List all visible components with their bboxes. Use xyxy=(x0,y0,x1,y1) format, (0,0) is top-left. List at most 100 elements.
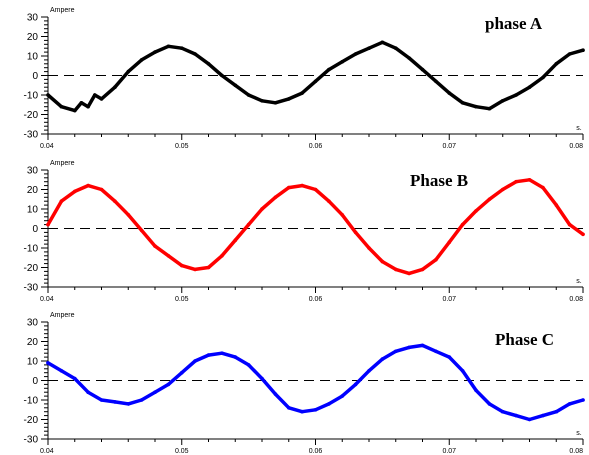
data-point xyxy=(113,85,117,89)
data-point xyxy=(460,369,465,373)
data-point xyxy=(541,413,545,418)
data-point xyxy=(180,370,184,375)
data-point xyxy=(447,355,452,359)
y-tick-label: -30 xyxy=(24,130,39,141)
x-unit-label: s. xyxy=(576,430,582,437)
data-point xyxy=(514,93,518,97)
data-point xyxy=(327,67,331,72)
data-point xyxy=(220,73,224,78)
data-point xyxy=(367,369,371,373)
data-point xyxy=(380,357,385,361)
data-point xyxy=(500,409,505,414)
data-point xyxy=(139,58,144,62)
data-point xyxy=(581,232,585,237)
data-point xyxy=(353,52,358,56)
data-point xyxy=(300,409,304,414)
data-point xyxy=(206,62,211,66)
y-tick-label: 30 xyxy=(27,166,39,177)
x-tick-label: 0.04 xyxy=(40,296,54,303)
y-tick-label: 30 xyxy=(27,318,39,329)
chart-title: Phase B xyxy=(410,171,468,190)
data-point xyxy=(420,267,425,272)
data-point xyxy=(474,209,478,213)
data-point xyxy=(487,197,492,202)
data-point xyxy=(206,353,211,357)
data-point xyxy=(514,413,518,418)
data-point xyxy=(500,99,505,103)
data-point xyxy=(287,185,291,190)
data-point xyxy=(554,62,559,66)
data-point xyxy=(541,75,545,80)
y-tick-label: 0 xyxy=(32,376,38,387)
data-point xyxy=(434,349,438,354)
data-point xyxy=(380,259,385,264)
y-axis-label: Ampere xyxy=(50,160,75,167)
data-point xyxy=(581,48,585,52)
x-tick-label: 0.06 xyxy=(309,296,323,303)
data-point xyxy=(554,409,559,414)
y-tick-label: -10 xyxy=(24,91,39,102)
y-tick-label: -10 xyxy=(24,396,39,407)
data-point xyxy=(59,369,64,373)
data-point xyxy=(313,79,318,84)
data-point xyxy=(367,46,371,50)
data-point xyxy=(220,254,224,258)
data-point xyxy=(340,213,345,217)
data-point xyxy=(313,408,318,412)
x-tick-label: 0.06 xyxy=(309,448,323,455)
x-tick-label: 0.04 xyxy=(40,143,54,150)
data-point xyxy=(260,207,264,211)
data-point xyxy=(487,106,492,111)
data-point xyxy=(273,392,278,396)
data-point xyxy=(527,178,532,182)
data-point xyxy=(407,56,411,60)
x-tick-label: 0.05 xyxy=(175,448,189,455)
chart-panel-2: 30 20 10 0 -10 -20 -300.04 0.05 0.06 0.07 0.08 s. Am… xyxy=(24,160,585,303)
y-tick-label: -20 xyxy=(24,415,39,426)
data-point xyxy=(166,44,171,49)
data-point xyxy=(113,400,117,404)
data-point xyxy=(46,93,50,97)
y-tick-label: 10 xyxy=(27,205,39,216)
x-tick-label: 0.05 xyxy=(175,296,189,303)
data-point xyxy=(59,104,64,109)
data-point xyxy=(260,376,264,381)
data-point xyxy=(353,230,358,235)
data-point xyxy=(420,67,425,72)
chart-panel-1: 30 20 10 0 -10 -20 -300.04 0.05 0.06 0.07 0.08 s. Am… xyxy=(24,7,585,150)
x-tick-label: 0.08 xyxy=(569,448,583,455)
data-point xyxy=(474,388,478,393)
data-point xyxy=(487,402,492,406)
data-point xyxy=(567,52,572,56)
data-point xyxy=(139,228,144,233)
data-point xyxy=(327,402,331,406)
y-axis-label: Ampere xyxy=(50,7,75,14)
data-point xyxy=(541,185,545,190)
data-point xyxy=(407,271,411,276)
data-point xyxy=(79,101,84,105)
data-point xyxy=(420,343,425,348)
data-point xyxy=(180,263,184,268)
y-tick-label: -20 xyxy=(24,110,39,121)
data-point xyxy=(567,222,572,227)
data-point xyxy=(153,50,157,54)
data-point xyxy=(166,254,171,258)
data-point xyxy=(193,52,197,56)
data-point xyxy=(86,183,90,188)
y-tick-label: 0 xyxy=(32,71,38,82)
data-point xyxy=(394,349,398,354)
data-point xyxy=(93,93,97,97)
data-point xyxy=(99,97,104,101)
y-tick-label: 30 xyxy=(27,13,39,24)
data-point xyxy=(233,83,238,88)
data-point xyxy=(327,199,331,203)
data-point xyxy=(73,189,77,194)
data-point xyxy=(340,60,345,64)
data-point xyxy=(300,183,304,188)
data-point xyxy=(126,213,131,217)
x-tick-label: 0.07 xyxy=(442,448,456,455)
data-point xyxy=(367,246,371,250)
data-point xyxy=(273,101,278,105)
